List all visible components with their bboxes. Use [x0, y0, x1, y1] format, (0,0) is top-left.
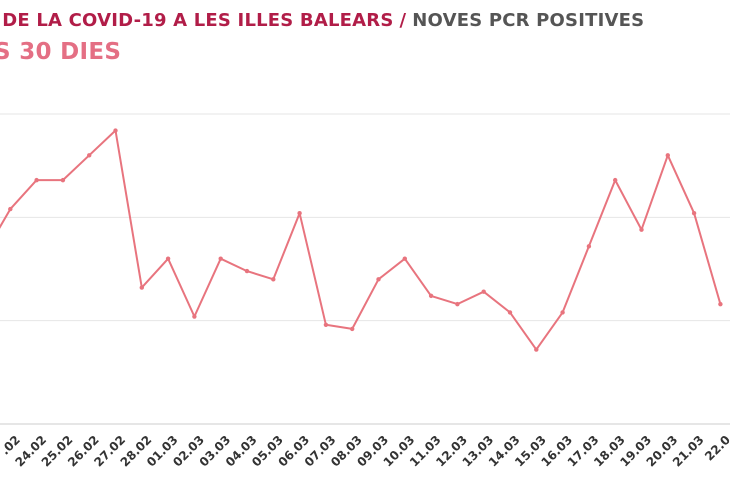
data-point: [87, 153, 92, 158]
data-point: [691, 211, 697, 216]
data-point: [271, 277, 276, 282]
data-point: [165, 256, 171, 261]
chart-title: CIÓ DE LA COVID-19 A LES ILLES BALEARS / N…: [0, 10, 644, 31]
chart-subtitle: ERS 30 DIES: [0, 39, 122, 65]
data-point: [560, 310, 565, 315]
chart-title-main: CIÓ DE LA COVID-19 A LES ILLES BALEARS: [0, 10, 394, 31]
data-point: [586, 244, 592, 249]
data-point: [34, 177, 39, 183]
data-point: [534, 347, 539, 352]
data-point: [481, 289, 486, 294]
series-layer: [0, 128, 723, 352]
data-point: [192, 314, 197, 319]
data-point: [639, 227, 644, 232]
x-tick-label: 22.0: [702, 433, 730, 464]
data-point: [455, 301, 460, 307]
data-point: [218, 256, 223, 261]
chart-title-separator: /: [399, 10, 407, 31]
chart-header: CIÓ DE LA COVID-19 A LES ILLES BALEARS / N…: [0, 0, 730, 80]
data-point: [297, 211, 302, 216]
x-tick-labels: .0224.0225.0226.0227.0228.0201.0302.0303…: [0, 433, 730, 470]
chart-title-metric: NOVES PCR POSITIVES: [412, 10, 645, 31]
data-point: [718, 301, 723, 307]
data-point: [139, 285, 144, 290]
data-point: [8, 206, 13, 212]
series-line: [0, 129, 722, 351]
data-point: [113, 128, 118, 133]
data-point: [665, 153, 670, 158]
data-point: [613, 177, 618, 183]
data-point: [350, 326, 355, 332]
grid-lines: [0, 113, 730, 322]
data-point: [428, 293, 434, 299]
data-point: [507, 310, 513, 315]
data-point: [323, 322, 329, 327]
data-point: [60, 177, 66, 183]
data-point: [402, 256, 407, 261]
data-point: [244, 268, 250, 274]
data-point: [376, 277, 381, 282]
